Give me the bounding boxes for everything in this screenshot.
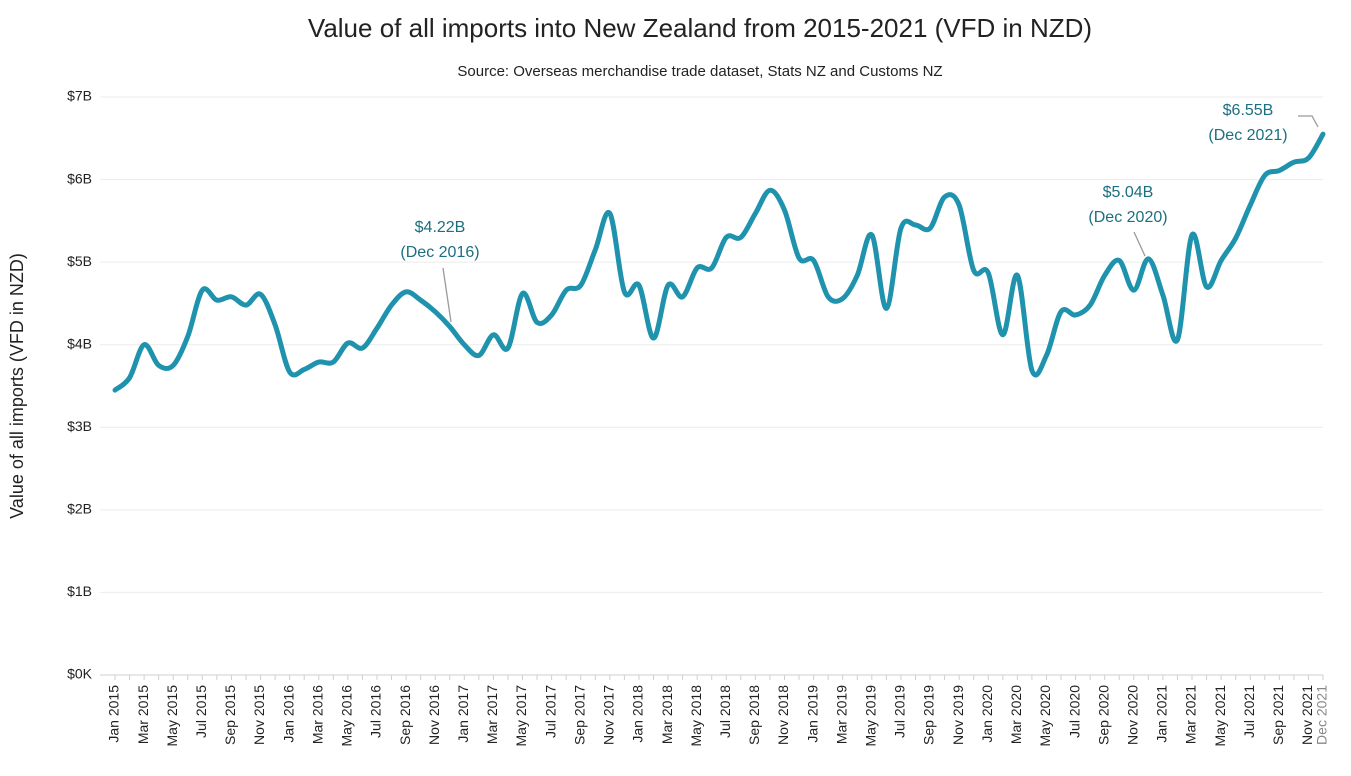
- x-tick-label: Jul 2021: [1241, 685, 1257, 738]
- x-tick-label: Nov 2015: [251, 685, 267, 745]
- x-tick-label: May 2019: [863, 685, 879, 747]
- x-tick-label: Dec 2021: [1314, 685, 1330, 745]
- y-tick-label: $6B: [67, 170, 92, 186]
- x-tick-label: Mar 2020: [1008, 685, 1024, 744]
- x-tick-label: Jan 2016: [280, 685, 296, 743]
- x-tick-label: Jan 2019: [804, 685, 820, 743]
- y-tick-label: $4B: [67, 335, 92, 351]
- y-tick-label: $7B: [67, 88, 92, 104]
- x-tick-label: Jan 2020: [979, 685, 995, 743]
- data-line: [112, 131, 1326, 393]
- x-tick-label: Nov 2016: [426, 685, 442, 745]
- x-tick-label: Nov 2019: [950, 685, 966, 745]
- annotation-value: $5.04B: [1103, 184, 1154, 201]
- x-tick-label: Mar 2021: [1183, 685, 1199, 744]
- x-tick-label: Sep 2016: [397, 685, 413, 745]
- x-tick-label: Mar 2019: [833, 685, 849, 744]
- annotation-value: $4.22B: [415, 219, 466, 236]
- annotation-value: $6.55B: [1223, 102, 1274, 119]
- y-tick-label: $1B: [67, 583, 92, 599]
- x-tick-label: Nov 2018: [775, 685, 791, 745]
- x-tick-label: Jul 2019: [892, 685, 908, 738]
- x-tick-label: Nov 2021: [1299, 685, 1315, 745]
- annotation-pointer: [1133, 231, 1146, 257]
- x-tick-label: Jul 2020: [1066, 685, 1082, 738]
- annotation-date: (Dec 2021): [1208, 127, 1287, 144]
- chart-title: Value of all imports into New Zealand fr…: [308, 13, 1092, 43]
- x-tick-label: Nov 2017: [601, 685, 617, 745]
- x-tick-label: May 2016: [339, 685, 355, 747]
- annotation-pointer: [442, 267, 452, 323]
- x-tick-label: Sep 2021: [1270, 685, 1286, 745]
- x-tick-label: May 2018: [688, 685, 704, 747]
- chart-subtitle: Source: Overseas merchandise trade datas…: [457, 63, 942, 80]
- x-tick-label: Jan 2018: [630, 685, 646, 743]
- x-tick-label: Sep 2017: [571, 685, 587, 745]
- x-tick-label: Mar 2015: [135, 685, 151, 744]
- x-tick-label: Jul 2018: [717, 685, 733, 738]
- x-tick-label: Jan 2021: [1154, 685, 1170, 743]
- x-tick-label: Jul 2016: [368, 685, 384, 738]
- x-tick-label: Jul 2015: [193, 685, 209, 738]
- x-tick-label: Sep 2019: [921, 685, 937, 745]
- x-tick-label: May 2021: [1212, 685, 1228, 747]
- x-tick-label: May 2017: [513, 685, 529, 747]
- x-tick-label: Sep 2018: [746, 685, 762, 745]
- x-tick-label: Jan 2015: [106, 685, 122, 743]
- y-tick-label: $2B: [67, 501, 92, 517]
- x-tick-label: Nov 2020: [1124, 685, 1140, 745]
- x-tick-label: Sep 2015: [222, 685, 238, 745]
- x-tick-label: Sep 2020: [1095, 685, 1111, 745]
- x-tick-label: Jul 2017: [542, 685, 558, 738]
- y-axis-label: Value of all imports (VFD in NZD): [7, 253, 27, 519]
- annotation-date: (Dec 2016): [400, 244, 479, 261]
- annotation-pointer: [1298, 115, 1319, 128]
- x-tick-label: May 2020: [1037, 685, 1053, 747]
- annotation-date: (Dec 2020): [1088, 209, 1167, 226]
- y-tick-label: $5B: [67, 253, 92, 269]
- x-tick-label: Mar 2016: [309, 685, 325, 744]
- x-tick-label: Jan 2017: [455, 685, 471, 743]
- y-tick-label: $3B: [67, 418, 92, 434]
- x-tick-label: Mar 2018: [659, 685, 675, 744]
- x-tick-label: May 2015: [164, 685, 180, 747]
- x-tick-label: Mar 2017: [484, 685, 500, 744]
- y-tick-label: $0K: [67, 666, 93, 682]
